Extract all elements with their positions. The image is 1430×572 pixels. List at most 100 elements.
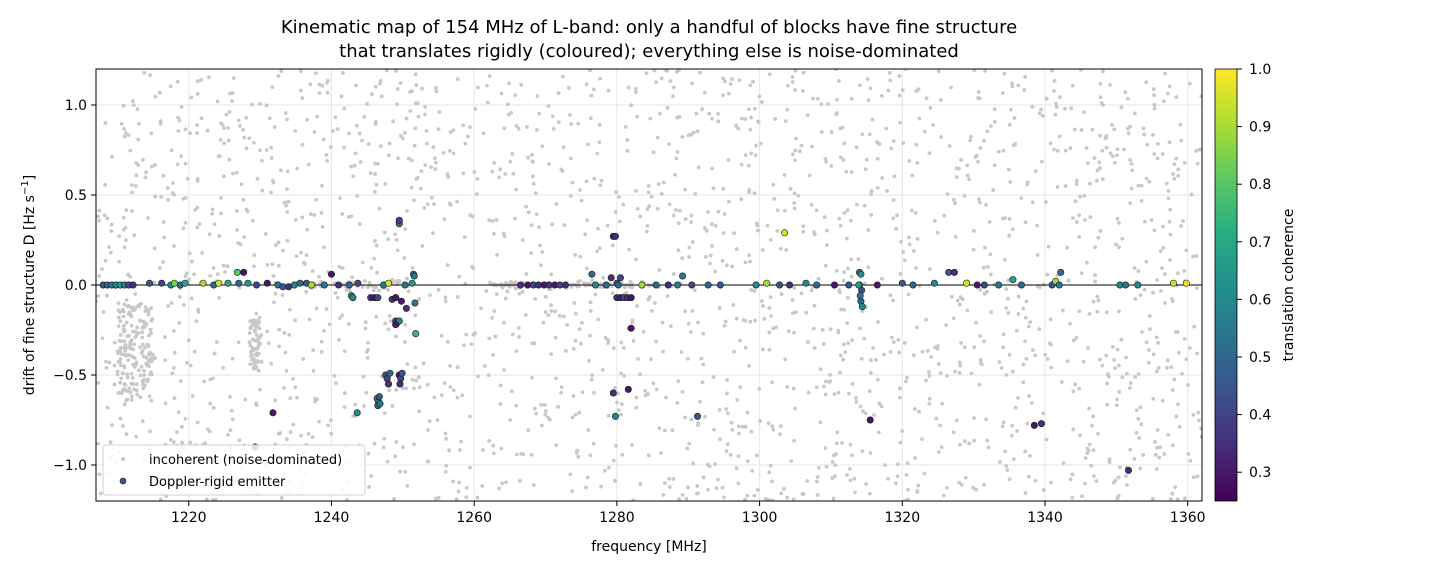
- incoherent-point: [123, 342, 128, 347]
- incoherent-point: [163, 401, 168, 406]
- incoherent-point: [400, 386, 405, 391]
- incoherent-point: [957, 480, 962, 485]
- incoherent-point: [875, 156, 880, 161]
- doppler-rigid-point: [591, 281, 599, 289]
- incoherent-point: [457, 480, 462, 485]
- incoherent-point: [1048, 480, 1053, 485]
- incoherent-point: [319, 210, 324, 215]
- incoherent-point: [175, 430, 179, 435]
- incoherent-point: [546, 415, 550, 420]
- incoherent-point: [844, 169, 849, 174]
- incoherent-point: [597, 140, 602, 145]
- incoherent-point: [1132, 111, 1137, 116]
- incoherent-point: [490, 219, 495, 223]
- incoherent-point: [373, 122, 378, 126]
- incoherent-point: [125, 334, 130, 338]
- incoherent-point: [159, 195, 163, 199]
- incoherent-point: [128, 390, 133, 395]
- incoherent-point: [142, 325, 147, 330]
- incoherent-point: [891, 298, 895, 303]
- incoherent-point: [118, 348, 123, 353]
- incoherent-point: [614, 443, 618, 448]
- incoherent-point: [228, 428, 233, 433]
- incoherent-point: [188, 440, 193, 445]
- incoherent-point: [743, 345, 748, 350]
- incoherent-point: [129, 314, 134, 319]
- incoherent-point: [142, 345, 147, 350]
- incoherent-point: [490, 316, 494, 320]
- incoherent-point: [312, 130, 317, 134]
- incoherent-point: [379, 94, 384, 99]
- incoherent-point: [134, 161, 139, 165]
- incoherent-point: [651, 381, 656, 386]
- incoherent-point: [932, 218, 937, 223]
- incoherent-point: [128, 340, 133, 344]
- incoherent-point: [755, 223, 760, 228]
- incoherent-point: [869, 189, 874, 193]
- incoherent-point: [963, 439, 967, 444]
- incoherent-point: [1057, 134, 1062, 139]
- incoherent-point: [1096, 298, 1101, 303]
- incoherent-point: [730, 264, 734, 269]
- doppler-rigid-point: [776, 281, 784, 289]
- incoherent-point: [667, 485, 672, 489]
- incoherent-point: [905, 375, 909, 380]
- incoherent-point: [914, 325, 919, 330]
- incoherent-point: [576, 280, 581, 285]
- incoherent-point: [1173, 485, 1178, 490]
- incoherent-point: [1033, 353, 1038, 358]
- incoherent-point: [1097, 160, 1102, 165]
- incoherent-point: [877, 402, 882, 406]
- incoherent-point: [551, 126, 556, 131]
- incoherent-point: [517, 334, 521, 339]
- incoherent-point: [526, 210, 531, 215]
- incoherent-point: [392, 496, 396, 501]
- incoherent-point: [195, 131, 199, 136]
- incoherent-point: [513, 216, 517, 221]
- incoherent-point: [375, 270, 380, 275]
- incoherent-point: [805, 479, 810, 483]
- incoherent-point: [577, 410, 582, 415]
- incoherent-point: [487, 336, 492, 341]
- incoherent-point: [281, 248, 285, 253]
- incoherent-point: [293, 217, 298, 222]
- incoherent-point: [924, 317, 929, 322]
- incoherent-point: [361, 374, 366, 379]
- incoherent-point: [726, 91, 731, 96]
- incoherent-point: [596, 226, 601, 231]
- incoherent-point: [1147, 327, 1152, 332]
- incoherent-point: [178, 379, 183, 383]
- incoherent-point: [792, 438, 797, 443]
- incoherent-point: [1181, 219, 1185, 223]
- incoherent-point: [241, 127, 245, 132]
- incoherent-point: [517, 291, 522, 296]
- incoherent-point: [716, 119, 721, 124]
- incoherent-point: [997, 360, 1002, 364]
- incoherent-point: [447, 448, 451, 453]
- incoherent-point: [1115, 216, 1120, 221]
- incoherent-point: [277, 263, 281, 268]
- incoherent-point: [422, 206, 427, 210]
- incoherent-point: [199, 116, 204, 121]
- incoherent-point: [502, 367, 506, 372]
- incoherent-point: [383, 321, 388, 326]
- incoherent-point: [731, 303, 736, 307]
- incoherent-point: [1068, 477, 1073, 482]
- incoherent-point: [920, 437, 924, 442]
- incoherent-point: [186, 338, 191, 343]
- incoherent-point: [215, 340, 219, 345]
- incoherent-point: [369, 265, 374, 270]
- incoherent-point: [951, 430, 956, 435]
- incoherent-point: [372, 441, 377, 446]
- incoherent-point: [126, 358, 131, 363]
- incoherent-point: [1096, 235, 1101, 240]
- incoherent-point: [1192, 324, 1197, 329]
- incoherent-point: [1118, 465, 1122, 470]
- incoherent-point: [736, 454, 741, 459]
- incoherent-point: [387, 388, 392, 393]
- incoherent-point: [869, 192, 873, 196]
- incoherent-point: [339, 94, 344, 99]
- doppler-rigid-point: [181, 279, 189, 287]
- incoherent-point: [896, 462, 900, 467]
- incoherent-point: [654, 339, 659, 344]
